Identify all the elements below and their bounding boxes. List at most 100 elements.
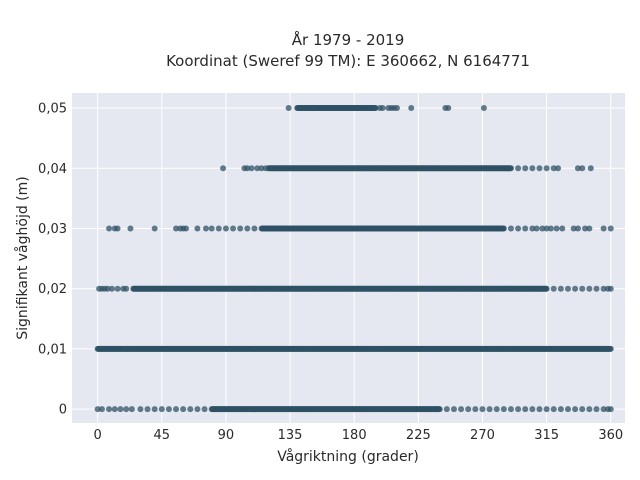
data-point xyxy=(379,105,386,112)
data-point xyxy=(128,406,135,413)
data-point xyxy=(550,285,557,292)
data-point xyxy=(579,406,586,413)
data-point xyxy=(543,225,550,232)
data-point xyxy=(443,406,450,413)
y-tick-label: 0,02 xyxy=(38,282,67,297)
data-point xyxy=(248,165,255,172)
data-point xyxy=(104,285,111,292)
data-point xyxy=(529,225,536,232)
data-point xyxy=(194,406,201,413)
y-axis-title: Signifikant våghöjd (m) xyxy=(14,176,31,339)
data-point xyxy=(579,285,586,292)
data-point xyxy=(393,105,400,112)
data-point xyxy=(607,345,614,352)
data-point xyxy=(515,165,522,172)
data-point xyxy=(593,285,600,292)
data-point xyxy=(543,165,550,172)
data-point xyxy=(220,165,227,172)
data-point xyxy=(117,406,124,413)
data-point xyxy=(500,406,507,413)
data-point xyxy=(114,225,121,232)
data-point xyxy=(262,165,269,172)
data-point xyxy=(500,225,507,232)
x-tick-label: 225 xyxy=(406,428,431,443)
data-point xyxy=(574,225,581,232)
data-point xyxy=(539,225,546,232)
data-point xyxy=(582,225,589,232)
data-point xyxy=(244,165,251,172)
data-point xyxy=(543,406,550,413)
data-point xyxy=(586,406,593,413)
data-point xyxy=(586,285,593,292)
data-point xyxy=(557,406,564,413)
data-point xyxy=(111,406,118,413)
data-point xyxy=(607,406,614,413)
data-point xyxy=(123,285,130,292)
data-point xyxy=(445,105,452,112)
data-point xyxy=(127,225,134,232)
data-point xyxy=(529,406,536,413)
plot-area xyxy=(72,93,625,423)
data-point xyxy=(522,165,529,172)
x-tick-label: 180 xyxy=(342,428,367,443)
data-point xyxy=(600,225,607,232)
data-point xyxy=(600,285,607,292)
data-point xyxy=(230,225,237,232)
data-point xyxy=(570,225,577,232)
data-point xyxy=(244,225,251,232)
x-tick-label: 135 xyxy=(278,428,303,443)
x-tick-label: 90 xyxy=(218,428,235,443)
data-point xyxy=(123,406,130,413)
data-point xyxy=(114,285,121,292)
data-point xyxy=(480,105,487,112)
data-point xyxy=(202,225,209,232)
x-axis-title: Vågriktning (grader) xyxy=(277,448,419,465)
data-point xyxy=(158,406,165,413)
data-point xyxy=(458,406,465,413)
data-point xyxy=(285,105,292,112)
chart-title-line-1: År 1979 - 2019 xyxy=(292,30,405,49)
data-point xyxy=(137,406,144,413)
data-point xyxy=(529,165,536,172)
data-point xyxy=(222,225,229,232)
data-point xyxy=(522,225,529,232)
data-point xyxy=(507,225,514,232)
data-point xyxy=(493,406,500,413)
data-point xyxy=(151,406,158,413)
data-point xyxy=(194,225,201,232)
data-point xyxy=(258,165,265,172)
data-point xyxy=(586,225,593,232)
data-point xyxy=(408,105,415,112)
data-point xyxy=(553,225,560,232)
y-tick-label: 0,05 xyxy=(38,102,67,117)
y-tick-label: 0 xyxy=(59,403,67,418)
data-point xyxy=(201,406,208,413)
data-point xyxy=(607,225,614,232)
data-point xyxy=(547,225,554,232)
data-point xyxy=(533,225,540,232)
data-point xyxy=(251,225,258,232)
data-point xyxy=(372,105,379,112)
data-point xyxy=(550,406,557,413)
x-tick-label: 45 xyxy=(154,428,171,443)
y-tick-label: 0,03 xyxy=(38,222,67,237)
x-tick-label: 270 xyxy=(470,428,495,443)
data-point xyxy=(507,165,514,172)
data-point xyxy=(555,165,562,172)
data-point xyxy=(151,225,158,232)
data-point xyxy=(165,406,172,413)
x-tick-label: 0 xyxy=(94,428,102,443)
data-point xyxy=(183,225,190,232)
data-point xyxy=(472,406,479,413)
y-tick-labels: 0 0,01 0,02 0,03 0,04 0,05 xyxy=(38,102,67,418)
y-tick-label: 0,04 xyxy=(38,162,67,177)
data-point xyxy=(557,285,564,292)
data-point xyxy=(173,225,180,232)
data-point xyxy=(94,406,101,413)
data-point xyxy=(515,225,522,232)
data-point xyxy=(564,406,571,413)
data-point xyxy=(587,165,594,172)
data-point xyxy=(572,285,579,292)
x-tick-label: 315 xyxy=(534,428,559,443)
